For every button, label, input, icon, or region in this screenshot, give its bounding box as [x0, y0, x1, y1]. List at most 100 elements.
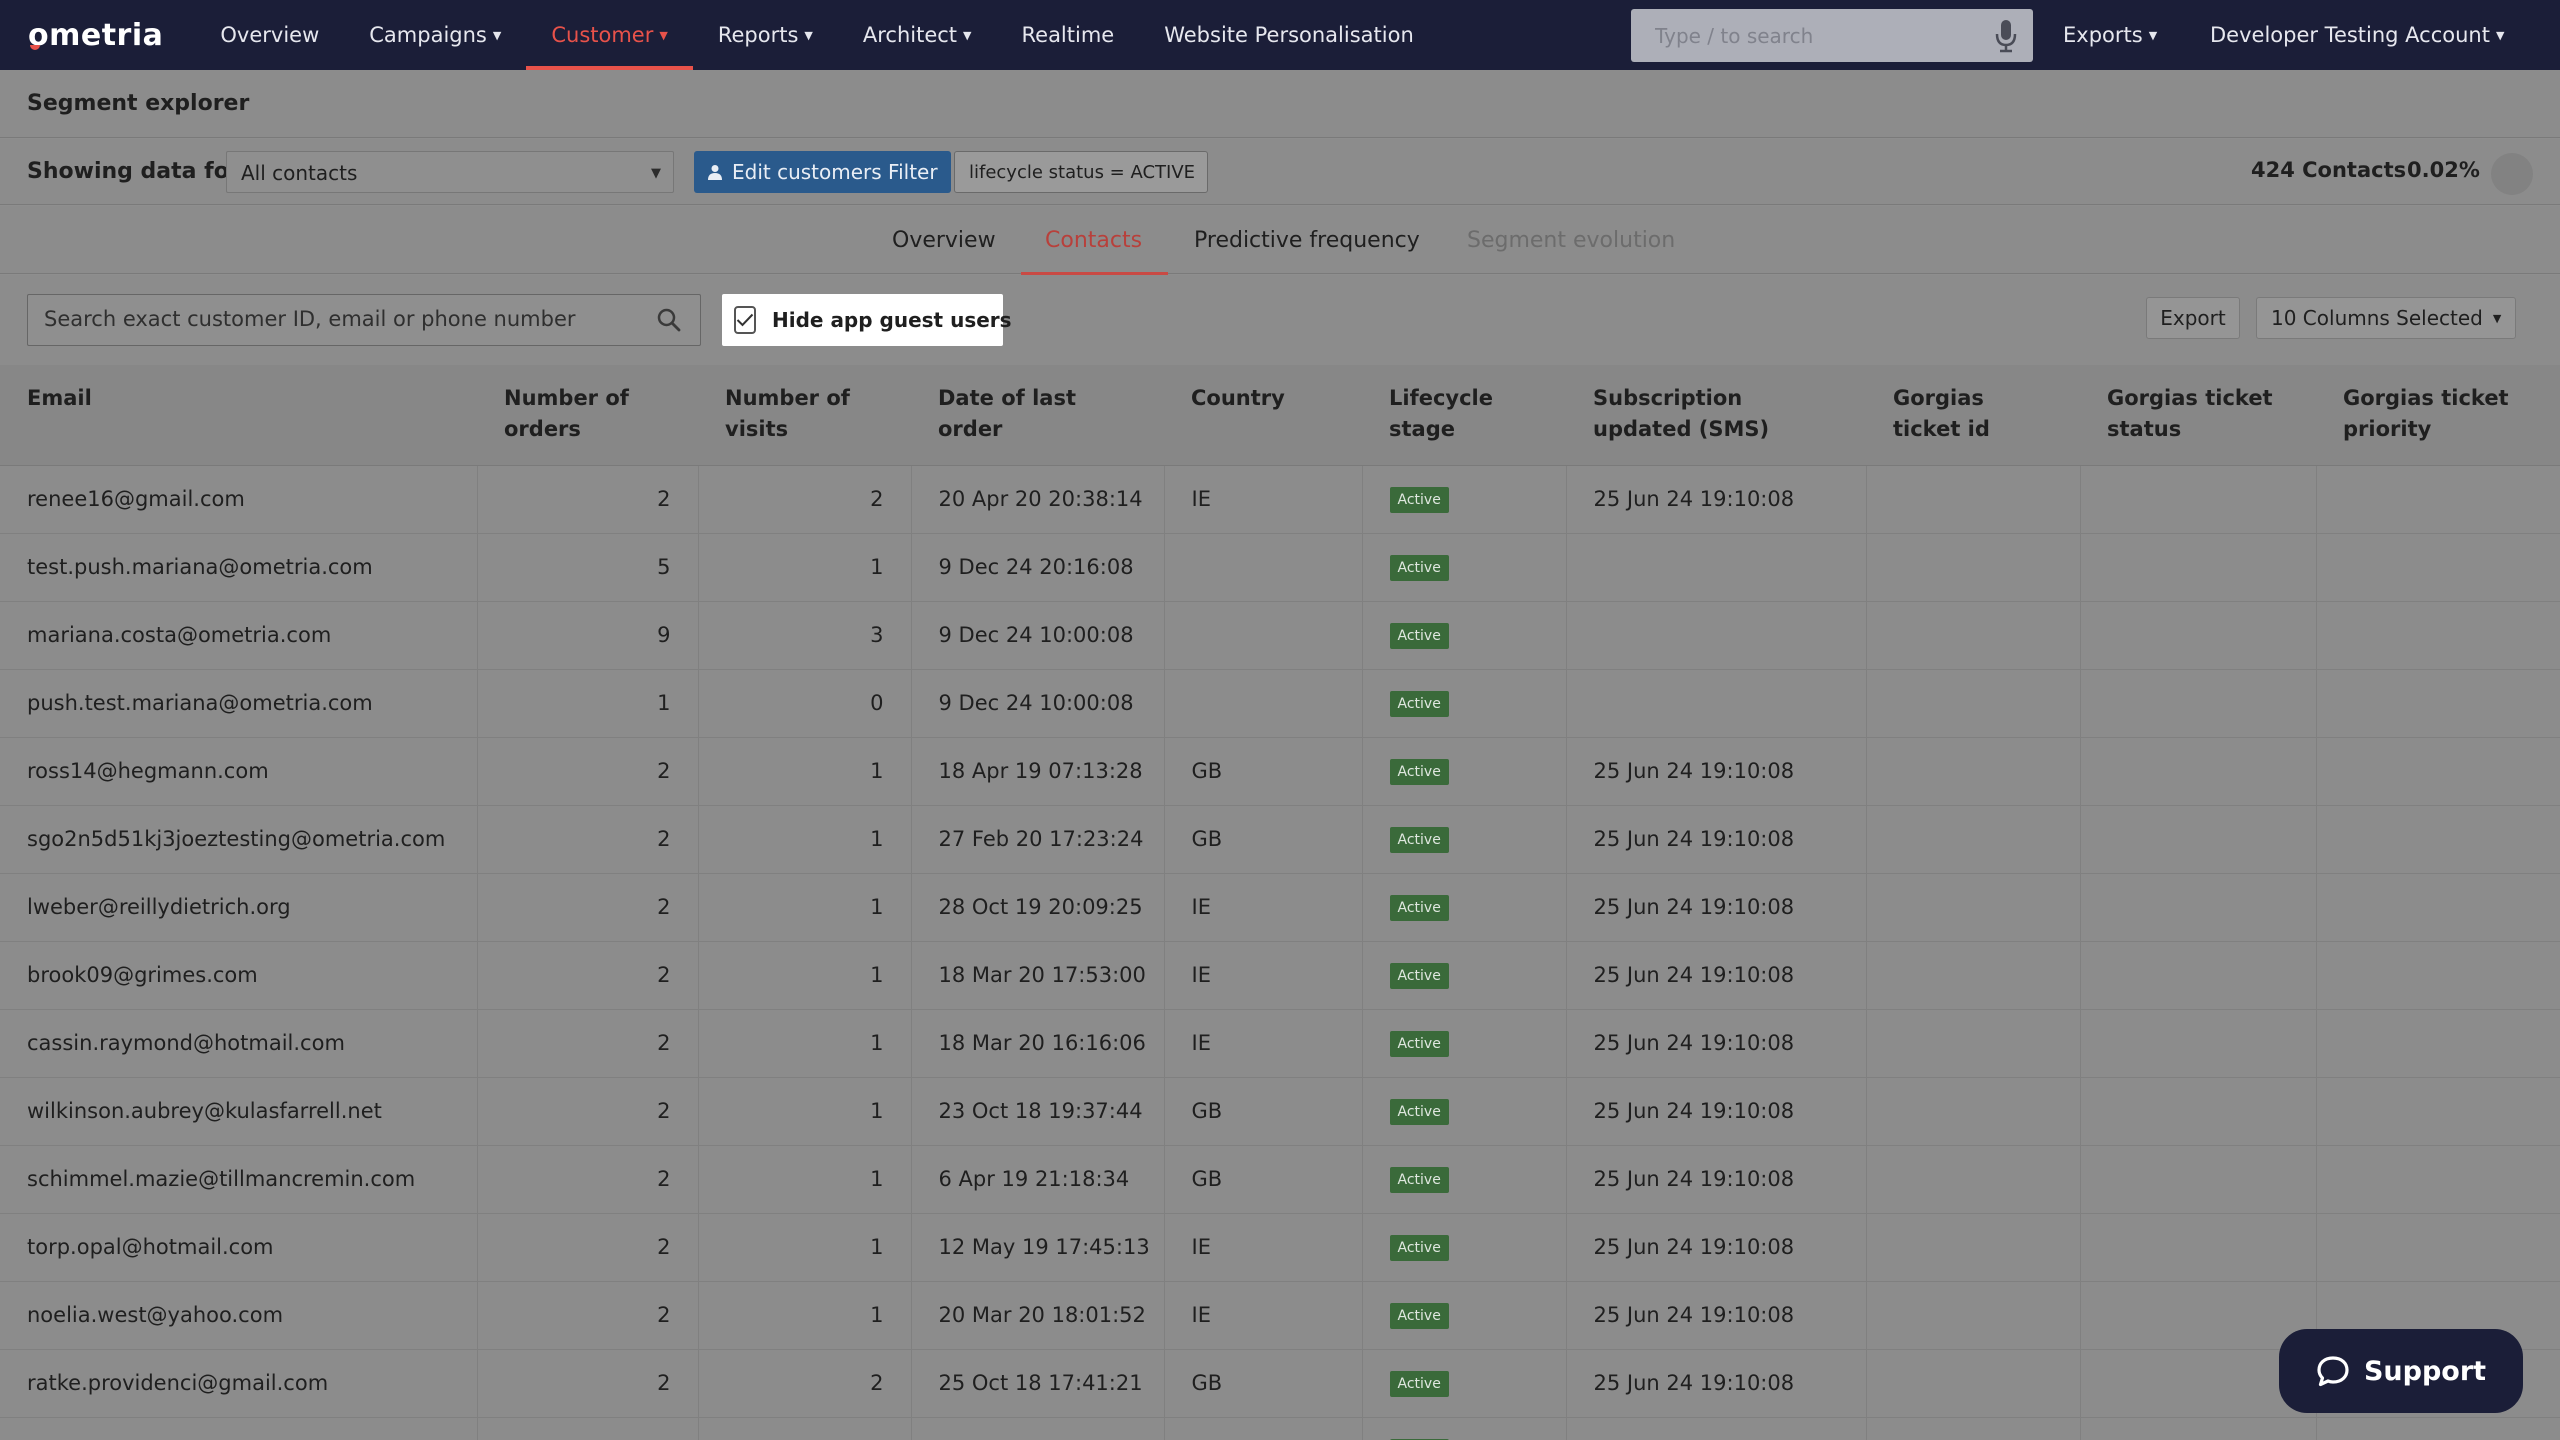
table-cell: schimmel.mazie@tillmancremin.com [0, 1145, 478, 1214]
table-cell: 9 Dec 24 20:16:08 [911, 533, 1165, 602]
filter-chip-label: lifecycle status = ACTIVE [969, 161, 1196, 183]
table-row[interactable]: brook09@grimes.com 2 1 18 Mar 20 17:53:00 IE… [0, 941, 2560, 1010]
table-cell: IE [1164, 1009, 1363, 1078]
lifecycle-status-badge: Active [1389, 1235, 1449, 1261]
lifecycle-status-badge: Active [1389, 1031, 1449, 1057]
table-cell [1164, 669, 1363, 738]
column-header[interactable]: Gorgias ticket id [1866, 365, 2080, 466]
table-row[interactable]: push.test.mariana@ometria.com 1 0 9 Dec 24 … [0, 669, 2560, 738]
table-cell: 1 [698, 941, 912, 1010]
table-cell: cassin.raymond@hotmail.com [0, 1009, 478, 1078]
nav-item-customer[interactable]: Customer ▼ [526, 0, 694, 70]
active-filter-chip[interactable]: lifecycle status = ACTIVE [954, 151, 1208, 193]
export-label: Export [2160, 306, 2226, 330]
contacts-count: 424 Contacts [2251, 158, 2407, 182]
tab-contacts[interactable]: Contacts [1020, 206, 1169, 275]
global-search-input[interactable] [1655, 23, 1975, 48]
table-cell: 18 Mar 20 16:16:06 [911, 1009, 1165, 1078]
table-cell [2316, 669, 2560, 738]
table-row[interactable]: wilkinson.aubrey@kulasfarrell.net 2 1 23 Oc… [0, 1077, 2560, 1146]
table-row[interactable]: test.push.mariana@ometria.com 5 1 9 Dec 24 … [0, 533, 2560, 602]
column-header[interactable]: Number of orders [477, 365, 698, 466]
chevron-down-icon: ▼ [804, 28, 813, 42]
table-cell: Active [1362, 669, 1567, 738]
account-menu[interactable]: Developer Testing Account ▼ [2210, 0, 2504, 70]
nav-item-reports[interactable]: Reports ▼ [693, 0, 838, 70]
table-cell: Active [1362, 1145, 1567, 1214]
table-row[interactable]: torp.opal@hotmail.com 2 1 12 May 19 17:45:1… [0, 1213, 2560, 1282]
table-cell [1566, 669, 1867, 738]
table-row[interactable]: renee16@gmail.com 2 2 20 Apr 20 20:38:14 IE A… [0, 465, 2560, 534]
column-header[interactable]: Number of visits [698, 365, 911, 466]
support-button[interactable]: Support [2279, 1329, 2523, 1413]
tab-segment-evolution[interactable]: Segment evolution [1467, 206, 1675, 274]
table-cell: torp.opal@hotmail.com [0, 1213, 478, 1282]
microphone-icon[interactable] [1995, 19, 2017, 53]
table-row[interactable]: lweber@reillydietrich.org 2 1 28 Oct 19 20:… [0, 873, 2560, 942]
table-cell: 2 [477, 805, 699, 874]
nav-item-architect[interactable]: Architect ▼ [838, 0, 997, 70]
table-row[interactable]: noelia.west@yahoo.com 2 1 20 Mar 20 18:01:5… [0, 1281, 2560, 1350]
search-icon[interactable] [656, 307, 682, 333]
column-header[interactable]: Gorgias ticket status [2080, 365, 2316, 466]
segment-select-value: All contacts [241, 161, 358, 185]
table-row[interactable]: sgo2n5d51kj3joeztesting@ometria.com 2 1 27 … [0, 805, 2560, 874]
table-cell [2080, 465, 2317, 534]
lifecycle-status-badge: Active [1389, 1371, 1449, 1397]
table-body: renee16@gmail.com 2 2 20 Apr 20 20:38:14 IE A… [0, 465, 2560, 1440]
column-header[interactable]: Gorgias ticket priority [2316, 365, 2560, 466]
table-cell [2080, 737, 2317, 806]
table-cell [1866, 941, 2081, 1010]
contacts-table-container[interactable]: Email Number of orders Number of visits Dat… [0, 365, 2560, 1440]
table-cell [1866, 805, 2081, 874]
tab-overview[interactable]: Overview [892, 206, 996, 274]
table-cell [1866, 1077, 2081, 1146]
ometria-logo[interactable]: ometria [28, 18, 163, 53]
table-cell: Active [1362, 465, 1567, 534]
column-header[interactable]: Lifecycle stage [1362, 365, 1566, 466]
nav-item-overview[interactable]: Overview [195, 0, 344, 70]
segment-filter-bar: Showing data for: All contacts ▼ Edit cu… [0, 139, 2560, 205]
table-cell: 25 Jun 24 19:10:08 [1566, 1281, 1867, 1350]
lifecycle-status-badge: Active [1389, 487, 1449, 513]
chevron-down-icon: ▼ [2492, 311, 2502, 325]
table-cell: Active [1362, 1077, 1567, 1146]
exports-menu[interactable]: Exports ▼ [2063, 0, 2157, 70]
table-cell [2080, 1417, 2317, 1440]
contact-search[interactable] [27, 294, 701, 346]
table-cell [2080, 533, 2317, 602]
table-cell [1566, 601, 1867, 670]
nav-item-website-personalisation[interactable]: Website Personalisation [1139, 0, 1439, 70]
table-row[interactable]: mariana.costa@ometria.com 9 3 9 Dec 24 10:0… [0, 601, 2560, 670]
column-header[interactable]: Subscription updated (SMS) [1566, 365, 1866, 466]
columns-selector-button[interactable]: 10 Columns Selected ▼ [2256, 297, 2516, 339]
table-cell: IE [1164, 1213, 1363, 1282]
table-row[interactable]: ratke.providenci@gmail.com 2 2 25 Oct 18 17… [0, 1349, 2560, 1418]
table-row[interactable]: cassin.raymond@hotmail.com 2 1 18 Mar 20 16… [0, 1009, 2560, 1078]
column-header[interactable]: Email [0, 365, 477, 466]
nav-item-campaigns[interactable]: Campaigns ▼ [344, 0, 526, 70]
contact-search-input[interactable] [44, 307, 634, 331]
table-cell [2316, 533, 2560, 602]
hide-app-guest-users-toggle[interactable]: Hide app guest users [722, 294, 1012, 346]
column-header[interactable]: Country [1164, 365, 1362, 466]
global-search[interactable] [1631, 9, 2033, 62]
edit-customers-filter-button[interactable]: Edit customers Filter [694, 151, 951, 193]
table-row[interactable]: ross14@hegmann.com 2 1 18 Apr 19 07:13:28 GB… [0, 737, 2560, 806]
tab-predictive-frequency[interactable]: Predictive frequency [1194, 206, 1420, 274]
table-cell: ratke.providenci@gmail.com [0, 1349, 478, 1418]
tab-label: Overview [892, 227, 996, 253]
table-cell: 2 [698, 1349, 912, 1418]
table-cell: Active [1362, 533, 1567, 602]
segment-select[interactable]: All contacts ▼ [226, 151, 674, 193]
hide-guest-checkbox[interactable] [734, 306, 756, 334]
table-row[interactable]: schimmel.mazie@tillmancremin.com 2 1 6 Apr … [0, 1145, 2560, 1214]
segment-tabs: Overview Contacts Predictive frequency S… [0, 206, 2560, 275]
nav-item-realtime[interactable]: Realtime [997, 0, 1140, 70]
table-cell [1566, 1417, 1867, 1440]
table-row[interactable]: Active [0, 1417, 2560, 1440]
table-cell [698, 1417, 912, 1440]
column-header[interactable]: Date of last order [911, 365, 1164, 466]
table-cell: 20 Apr 20 20:38:14 [911, 465, 1165, 534]
export-button[interactable]: Export [2146, 297, 2240, 339]
